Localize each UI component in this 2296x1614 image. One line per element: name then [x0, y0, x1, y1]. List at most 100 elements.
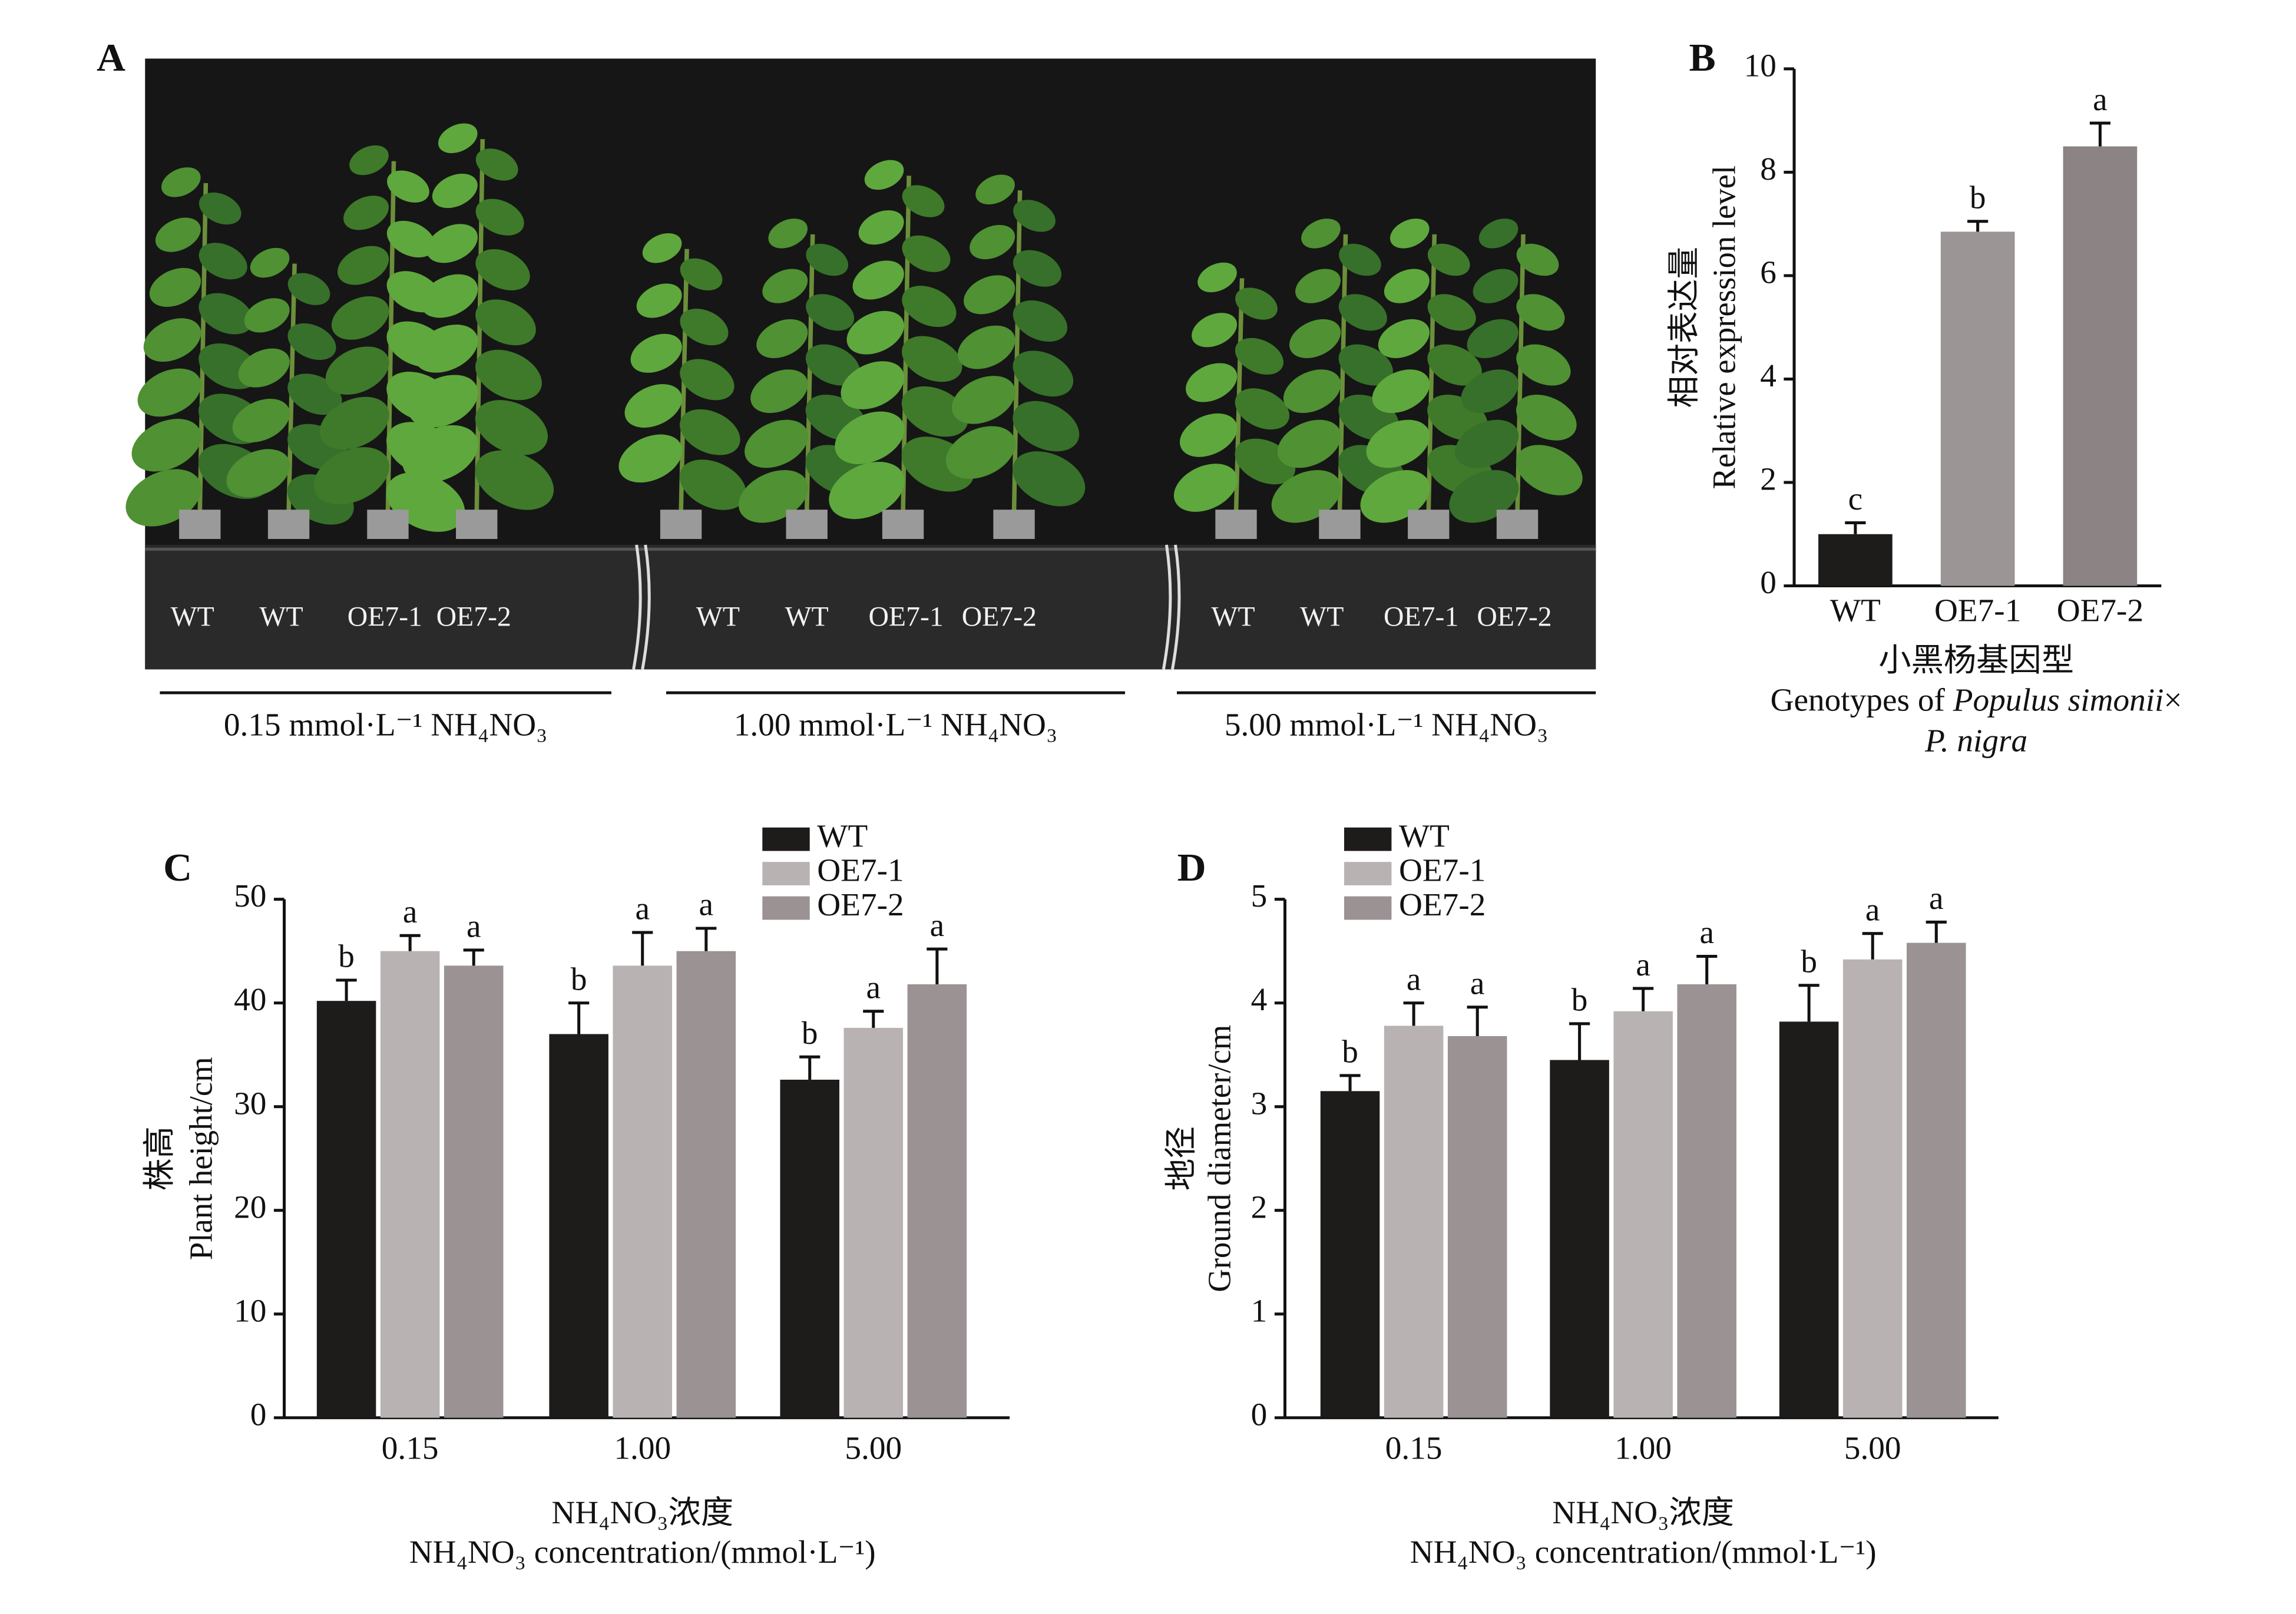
leaf: [945, 426, 1015, 479]
significance-label: b: [571, 961, 587, 997]
leaf: [679, 459, 746, 510]
legend-swatch: [1344, 896, 1392, 920]
x-tick-label: 5.00: [1844, 1430, 1901, 1466]
pot: [267, 510, 310, 539]
pot: [179, 510, 221, 539]
leaf: [414, 325, 478, 373]
leaf: [756, 319, 808, 358]
leaf: [287, 273, 330, 305]
legend-label: OE7-2: [817, 887, 904, 922]
y-tick-label: 2: [1251, 1189, 1268, 1225]
y-tick-label: 4: [1251, 981, 1268, 1017]
leaf: [745, 419, 808, 468]
genotype-label: WT: [259, 602, 303, 633]
treatment-label: 1.00 mmol·L⁻¹ NH₄NO₃: [734, 707, 1058, 743]
panel-label: D: [1177, 845, 1206, 889]
leaf: [858, 210, 904, 245]
y-tick-label: 10: [234, 1293, 266, 1329]
leaf: [143, 318, 201, 362]
significance-label: a: [866, 970, 881, 1006]
leaf: [762, 269, 808, 303]
leaf: [1372, 369, 1430, 414]
bar: [1613, 1011, 1673, 1418]
significance-label: a: [635, 891, 650, 927]
x-axis-label: NH₄NO₃ concentration/(mmol·L⁻¹): [1410, 1534, 1877, 1570]
leaf: [846, 310, 905, 355]
y-tick-label: 2: [1760, 461, 1776, 497]
leaf: [1427, 294, 1476, 331]
leaf: [1473, 269, 1518, 303]
leaf: [1186, 363, 1238, 402]
leaf: [1192, 313, 1238, 348]
bar: [380, 951, 440, 1418]
leaf: [1283, 369, 1341, 414]
leaf: [806, 294, 855, 331]
y-tick-label: 10: [1744, 48, 1776, 84]
bar: [613, 965, 673, 1418]
y-tick-label: 0: [1251, 1397, 1268, 1433]
leaf: [387, 170, 429, 203]
genotype-label: WT: [171, 602, 214, 633]
leaf: [1378, 319, 1430, 358]
significance-label: a: [1470, 965, 1485, 1001]
leaf: [1013, 451, 1086, 507]
leaf: [1295, 269, 1341, 303]
y-axis-label: 地径: [1163, 1126, 1199, 1190]
leaf: [475, 450, 554, 510]
leaf: [852, 260, 904, 300]
y-tick-label: 1: [1251, 1293, 1268, 1329]
leaf: [155, 217, 201, 252]
legend-swatch: [1344, 862, 1392, 886]
genotype-label: OE7-2: [1477, 602, 1551, 633]
leaf: [343, 196, 389, 230]
leaf: [1366, 419, 1430, 468]
genotype-label: WT: [1211, 602, 1255, 633]
leaf: [1427, 344, 1482, 386]
x-axis-label-part: ×: [2164, 682, 2182, 717]
leaf: [1461, 369, 1518, 414]
leaf: [1384, 269, 1430, 303]
significance-label: a: [699, 887, 714, 922]
photo: [125, 58, 1596, 670]
leaf: [1013, 350, 1074, 397]
legend-swatch: [762, 896, 810, 920]
cable: [632, 544, 651, 670]
leaf: [161, 167, 201, 197]
bar: [1842, 959, 1903, 1418]
y-tick-label: 0: [250, 1397, 267, 1433]
x-tick-label: 0.15: [382, 1430, 439, 1466]
leaf: [680, 409, 740, 455]
panel-label: C: [163, 845, 192, 889]
leaf: [198, 243, 247, 280]
photo-platform: [145, 544, 1596, 670]
bar: [1384, 1026, 1444, 1418]
leaf: [951, 376, 1015, 424]
significance-label: a: [1865, 892, 1880, 928]
significance-label: a: [467, 908, 481, 944]
leaf: [630, 333, 682, 373]
pot: [367, 510, 409, 539]
x-axis-label-part: Genotypes of: [1771, 682, 1953, 717]
leaf: [238, 348, 290, 388]
significance-label: b: [802, 1015, 818, 1051]
leaf: [226, 449, 290, 498]
panel-label: A: [97, 35, 125, 80]
pot: [882, 510, 924, 539]
y-axis-label: 株高: [141, 1126, 177, 1190]
leaf: [475, 349, 542, 401]
leaf: [244, 298, 290, 333]
treatment-label: 0.15 mmol·L⁻¹ NH₄NO₃: [224, 707, 548, 743]
leaf: [426, 224, 478, 263]
significance-label: c: [1848, 481, 1863, 517]
leaf: [1339, 243, 1381, 276]
genotype-label: OE7-1: [868, 602, 943, 633]
x-axis-label: NH₄NO₃ concentration/(mmol·L⁻¹): [409, 1534, 876, 1570]
leaf: [1338, 344, 1393, 386]
legend-label: OE7-2: [1399, 887, 1486, 922]
bar: [1320, 1091, 1380, 1418]
leaf: [1013, 200, 1056, 232]
bar: [1907, 942, 1966, 1418]
significance-label: b: [338, 938, 355, 974]
significance-label: a: [1636, 947, 1650, 983]
